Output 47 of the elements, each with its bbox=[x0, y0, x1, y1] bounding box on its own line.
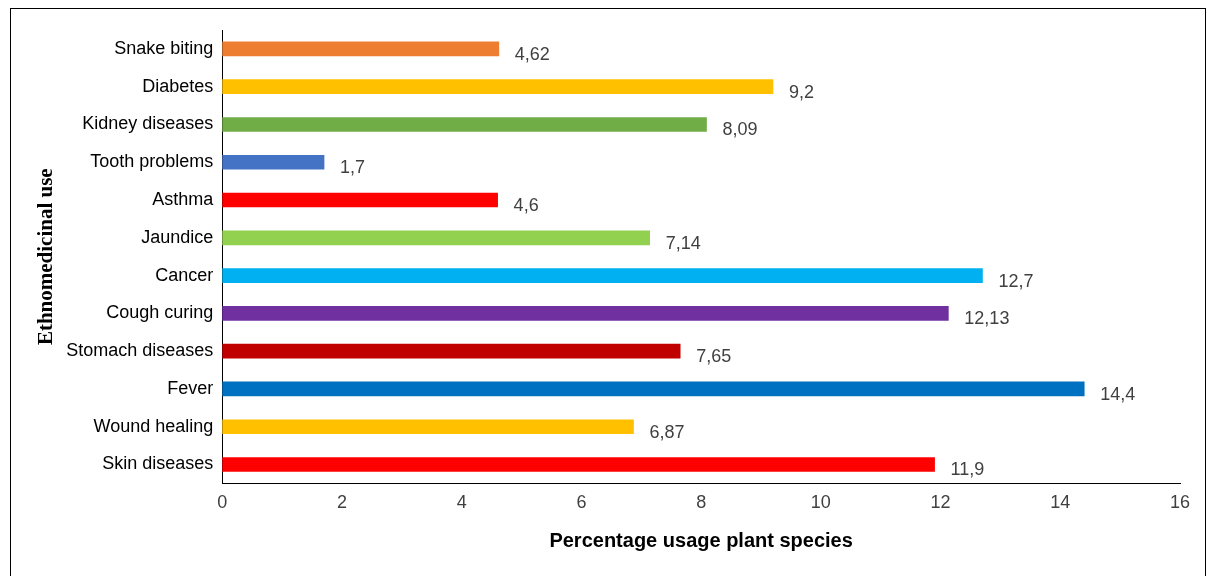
x-tick-label: 16 bbox=[1169, 492, 1191, 513]
data-label: 12,13 bbox=[964, 308, 1010, 329]
bar bbox=[222, 268, 983, 283]
x-tick-label: 10 bbox=[810, 492, 831, 513]
bar bbox=[222, 306, 949, 321]
bar bbox=[222, 343, 681, 359]
x-axis-title: Percentage usage plant species bbox=[549, 528, 853, 551]
bar bbox=[222, 457, 935, 472]
y-tick-label: Cancer bbox=[155, 264, 214, 285]
bar bbox=[222, 381, 1085, 397]
x-tick-label: 8 bbox=[696, 492, 707, 513]
data-label: 7,65 bbox=[696, 346, 732, 367]
data-label: 8,09 bbox=[722, 119, 758, 140]
data-label: 4,6 bbox=[513, 194, 539, 215]
data-label: 4,62 bbox=[514, 43, 550, 64]
y-tick-label: Snake biting bbox=[114, 37, 214, 58]
y-tick-label: Jaundice bbox=[141, 226, 214, 247]
bar bbox=[222, 192, 498, 208]
y-tick-label: Fever bbox=[167, 377, 214, 398]
y-tick-label: Stomach diseases bbox=[66, 340, 214, 361]
y-tick-label: Skin diseases bbox=[102, 453, 214, 474]
data-label: 6,87 bbox=[649, 421, 685, 442]
bar bbox=[222, 41, 500, 57]
y-tick-label: Kidney diseases bbox=[82, 113, 214, 134]
bar bbox=[222, 419, 634, 435]
y-axis-title: Ethnomedicinal use bbox=[33, 168, 58, 346]
data-label: 9,2 bbox=[788, 81, 814, 102]
data-label: 12,7 bbox=[998, 270, 1034, 291]
x-tick-label: 2 bbox=[336, 492, 347, 513]
data-label: 11,9 bbox=[950, 459, 985, 480]
data-label: 14,4 bbox=[1100, 383, 1136, 404]
x-tick-label: 6 bbox=[576, 492, 587, 513]
bar bbox=[222, 79, 774, 95]
x-tick-label: 4 bbox=[456, 492, 467, 513]
y-tick-label: Asthma bbox=[152, 188, 215, 209]
data-label: 1,7 bbox=[340, 157, 366, 178]
y-tick-label: Tooth problems bbox=[90, 151, 214, 172]
y-tick-label: Diabetes bbox=[142, 75, 214, 96]
bar bbox=[222, 230, 650, 246]
x-tick-label: 14 bbox=[1050, 492, 1071, 513]
bar bbox=[222, 154, 325, 170]
data-label: 7,14 bbox=[665, 232, 701, 253]
y-tick-label: Wound healing bbox=[93, 415, 214, 436]
y-tick-label: Cough curing bbox=[106, 302, 214, 323]
x-tick-label: 0 bbox=[217, 492, 228, 513]
x-tick-label: 12 bbox=[930, 492, 951, 513]
bar bbox=[222, 117, 707, 132]
